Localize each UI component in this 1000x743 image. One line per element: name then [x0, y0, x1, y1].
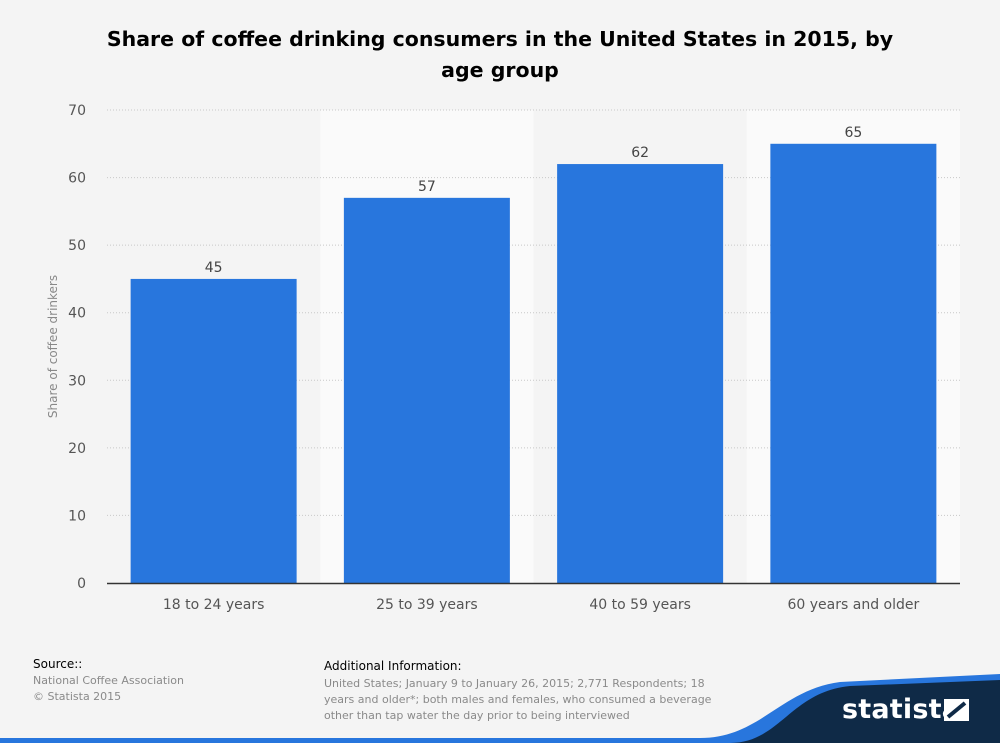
y-tick-label: 60	[68, 171, 86, 187]
copyright-text: © Statista 2015	[33, 690, 122, 703]
x-tick-label: 60 years and older	[788, 597, 920, 613]
statista-logo-icon	[944, 699, 969, 721]
value-label: 57	[418, 179, 436, 195]
statista-logo-text[interactable]: statista	[842, 694, 961, 725]
chart-title: Share of coffee drinking consumers in th…	[106, 27, 894, 82]
bar[interactable]	[770, 143, 937, 584]
logo-band	[0, 674, 1000, 743]
y-tick-label: 50	[68, 238, 86, 254]
bar-chart: 0 10 20 30 40 50 60 70 45 57 62 65 18 to 24 years 2…	[46, 103, 960, 613]
x-tick-label: 18 to 24 years	[163, 597, 265, 613]
x-tick-label: 25 to 39 years	[376, 597, 478, 613]
y-axis-label: Share of coffee drinkers	[46, 275, 60, 418]
bars	[130, 143, 937, 584]
x-tick-label: 40 to 59 years	[589, 597, 691, 613]
bar[interactable]	[557, 164, 724, 584]
source-text: National Coffee Association	[33, 674, 184, 687]
gridlines	[107, 109, 960, 516]
x-axis-labels: 18 to 24 years 25 to 39 years 40 to 59 yea…	[163, 597, 920, 613]
y-tick-label: 30	[68, 373, 86, 389]
y-tick-label: 20	[68, 441, 86, 457]
y-tick-label: 70	[68, 103, 86, 119]
value-label: 65	[844, 125, 862, 141]
additional-info-label: Additional Information:	[324, 659, 462, 673]
bar[interactable]	[343, 197, 510, 584]
value-labels: 45 57 62 65	[205, 125, 863, 276]
y-tick-label: 40	[68, 306, 86, 322]
y-tick-label: 10	[68, 508, 86, 524]
value-label: 62	[631, 145, 649, 161]
source-label: Source::	[33, 657, 83, 671]
value-label: 45	[205, 260, 223, 276]
y-tick-label: 0	[77, 576, 86, 592]
additional-info-text: United States; January 9 to January 26, …	[324, 677, 712, 722]
y-axis-ticks: 0 10 20 30 40 50 60 70	[68, 103, 86, 592]
bar[interactable]	[130, 278, 297, 583]
